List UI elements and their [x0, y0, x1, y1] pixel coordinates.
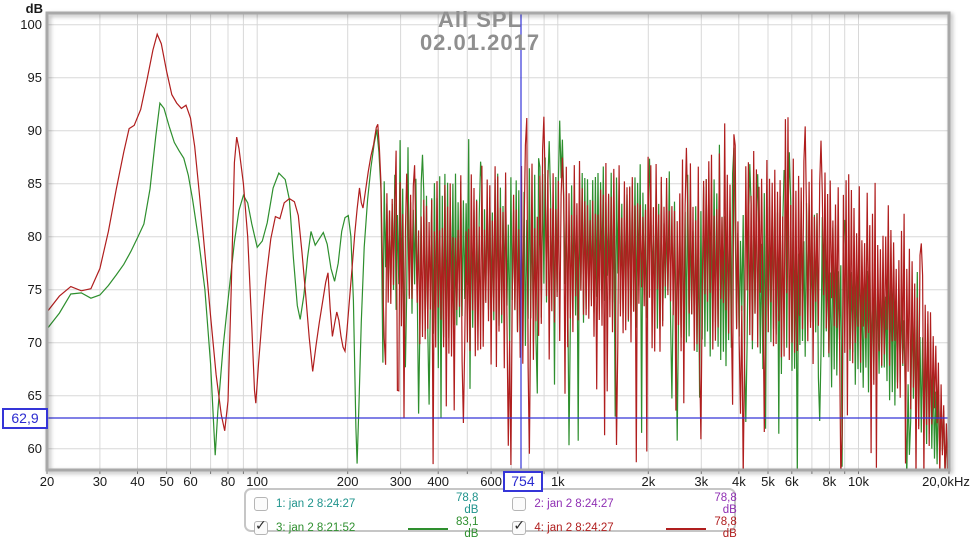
legend-entry-2[interactable]: 2: jan 2 8:24:27 78,8 dB [508, 492, 766, 516]
y-tick-label: 60 [27, 440, 42, 456]
y-tick-label: 70 [27, 334, 42, 350]
x-tick-label: 60 [183, 474, 198, 489]
y-tick-label: 85 [27, 175, 42, 191]
legend-value: 78,8 dB [456, 492, 479, 516]
y-axis-unit-label: dB [25, 1, 43, 16]
traces-layer [47, 32, 949, 470]
x-tick-label: 5k [761, 474, 775, 489]
plot-frame [45, 11, 951, 472]
x-tick-label: 300 [389, 474, 412, 489]
x-tick-label: 4k [731, 474, 746, 489]
x-tick-label: 20 [39, 474, 55, 489]
checkbox-unchecked[interactable] [512, 497, 527, 511]
x-tick-label: 30 [92, 474, 108, 489]
y-tick-label: 95 [27, 69, 42, 85]
y-tick-label: 80 [27, 228, 42, 244]
legend-entry-3[interactable]: 3: jan 2 8:21:52 83,1 dB [250, 516, 508, 540]
x-tick-label: 3k [694, 474, 709, 489]
x-tick-label: 400 [427, 474, 450, 489]
y-tick-label: 100 [20, 16, 42, 32]
x-tick-label: 80 [220, 474, 236, 489]
legend-entry-4[interactable]: 4: jan 2 8:24:27 78,8 dB [508, 516, 766, 540]
cursor-crosshair [4, 13, 949, 488]
legend-value: 78,8 dB [714, 516, 737, 540]
legend-line-swatch [404, 499, 456, 509]
x-tick-label: 100 [246, 474, 269, 489]
y-tick-label: 65 [27, 387, 42, 403]
x-tick-label: 6k [784, 474, 799, 489]
cursor-freq-readout: 754 [502, 471, 543, 492]
checkbox-checked[interactable] [512, 517, 527, 535]
cursor-db-readout: 62,9 [2, 408, 48, 430]
checkbox-checked[interactable] [254, 517, 268, 535]
legend-value: 83,1 dB [456, 516, 479, 540]
legend-line-swatch [404, 523, 456, 533]
checkbox-unchecked[interactable] [254, 497, 268, 511]
legend-entry-1[interactable]: 1: jan 2 8:24:27 78,8 dB [250, 492, 508, 516]
x-tick-label: 10k [848, 474, 869, 489]
trace-red [47, 32, 949, 470]
x-tick-label: 2k [641, 474, 656, 489]
x-tick-label: 8k [822, 474, 837, 489]
x-axis-unit-label: Hz [954, 474, 970, 489]
x-tick-label: 1k [550, 474, 565, 489]
legend-label: 1: jan 2 8:24:27 [276, 498, 356, 510]
x-tick-label: 600 [480, 474, 502, 489]
measurement-legend: 1: jan 2 8:24:27 78,8 dB 2: jan 2 8:24:27 7… [244, 488, 737, 540]
x-tick-label: 50 [159, 474, 174, 489]
x-tick-label: 40 [130, 474, 145, 489]
legend-label: 4: jan 2 8:24:27 [534, 522, 614, 534]
legend-line-swatch [662, 523, 714, 533]
x-tick-label: 200 [336, 474, 359, 489]
legend-label: 2: jan 2 8:24:27 [534, 498, 614, 510]
legend-label: 3: jan 2 8:21:52 [276, 522, 356, 534]
x-tick-label: 20,0k [922, 474, 954, 489]
legend-value: 78,8 dB [714, 492, 737, 516]
y-tick-label: 75 [27, 281, 42, 297]
legend-line-swatch [662, 499, 714, 509]
y-tick-label: 90 [27, 122, 42, 138]
